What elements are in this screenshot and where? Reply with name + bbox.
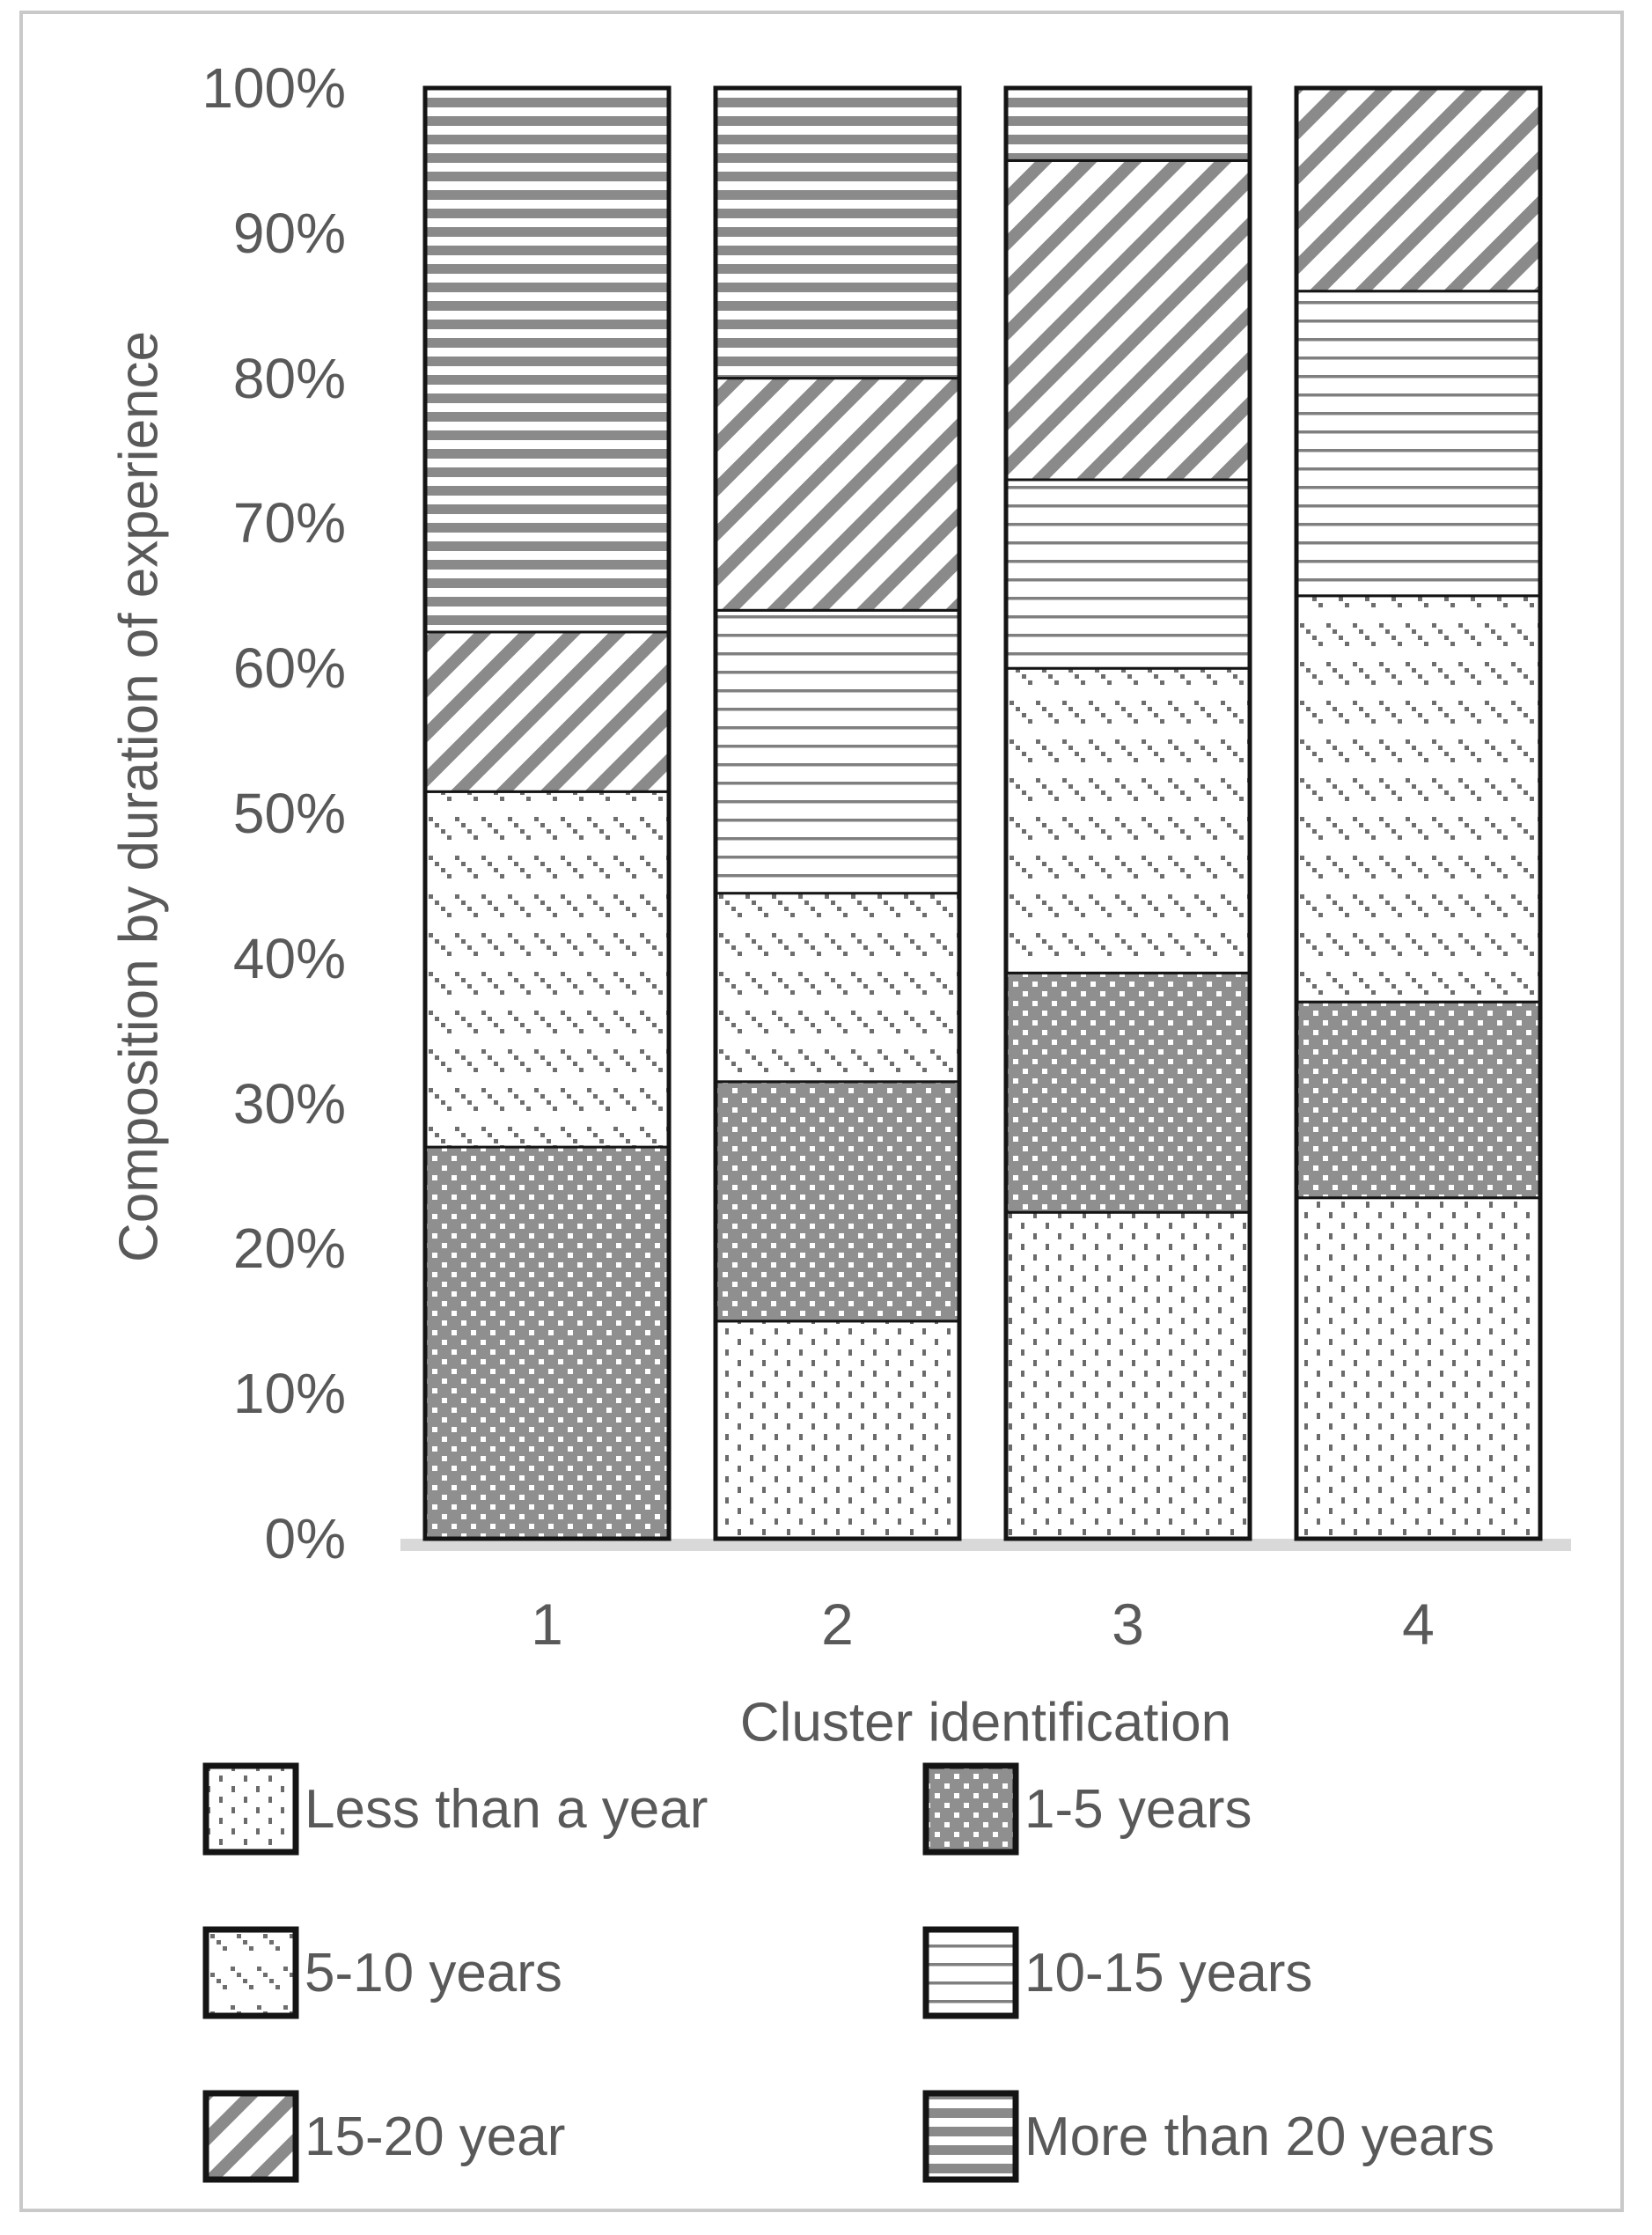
legend-label: 10-15 years [1024, 1942, 1313, 2003]
legend-item-1-5: 1-5 years [922, 1762, 1252, 1856]
bar-segment-more-20-cluster-1 [423, 86, 671, 634]
legend-swatch-icon [922, 1926, 1019, 2019]
bar-segment-15-20-cluster-3 [1004, 158, 1252, 482]
y-tick-label: 100% [202, 56, 346, 120]
legend-swatch-icon [202, 2090, 299, 2183]
legend-swatch-icon [202, 1926, 299, 2019]
legend-item-10-15: 10-15 years [922, 1926, 1312, 2019]
outer-border-frame [19, 11, 1624, 2212]
legend-swatch-rect [202, 1926, 299, 2019]
bar-segment-10-15-cluster-4 [1295, 290, 1542, 598]
legend-swatch-rect [202, 2090, 299, 2183]
bar-segment-1-5-cluster-4 [1295, 1000, 1542, 1200]
legend-item-less-than-year: Less than a year [202, 1762, 708, 1856]
y-tick-label: 30% [232, 1071, 346, 1136]
legend-label: 15-20 year [305, 2106, 566, 2167]
bar-segment-10-15-cluster-3 [1004, 478, 1252, 670]
x-category-label: 4 [1402, 1592, 1435, 1657]
bars-group [422, 85, 1543, 1541]
bar-segment-5-10-cluster-3 [1004, 666, 1252, 974]
bar-segment-5-10-cluster-1 [423, 790, 671, 1149]
y-tick-label: 20% [232, 1217, 346, 1281]
bar-outline-cluster-1 [422, 85, 672, 1541]
legend-label: 5-10 years [305, 1942, 562, 2003]
bar-segment-5-10-cluster-4 [1295, 594, 1542, 1004]
legend-item-5-10: 5-10 years [202, 1926, 562, 2019]
bar-segment-1-5-cluster-1 [423, 1145, 671, 1540]
stacked-bar-chart [400, 85, 1571, 1551]
bar-outline-cluster-3 [1003, 85, 1252, 1541]
bar-segment-10-15-cluster-2 [714, 608, 961, 895]
y-tick-label: 10% [232, 1362, 346, 1426]
y-tick-label: 80% [232, 346, 346, 410]
y-tick-label: 40% [232, 926, 346, 990]
bar-segment-more-20-cluster-3 [1004, 86, 1252, 162]
legend-swatch-rect [922, 1926, 1019, 2019]
legend-swatch-icon [202, 1762, 299, 1856]
y-tick-label: 60% [232, 636, 346, 701]
chart-legend: Less than a year 1-5 years 5-10 years 10-15… [202, 1762, 1575, 2202]
bar-segment-15-20-cluster-4 [1295, 86, 1542, 293]
bar-segment-15-20-cluster-1 [423, 630, 671, 793]
x-axis-title: Cluster identification [739, 1692, 1232, 1753]
bar-segment-1-5-cluster-2 [714, 1080, 961, 1323]
x-category-label: 2 [821, 1592, 854, 1657]
legend-swatch-rect [202, 1762, 299, 1856]
bar-outline-cluster-4 [1294, 85, 1543, 1541]
bar-outline-cluster-2 [713, 85, 962, 1541]
x-axis-line [400, 1539, 1571, 1551]
legend-swatch-rect [922, 1762, 1019, 1856]
y-tick-label: 0% [264, 1507, 347, 1570]
y-tick-label: 50% [232, 782, 346, 845]
legend-swatch-icon [922, 2090, 1019, 2183]
legend-item-15-20: 15-20 year [202, 2090, 565, 2183]
bar-segment-less-than-year-cluster-2 [714, 1320, 961, 1540]
bar-segment-15-20-cluster-2 [714, 377, 961, 612]
bar-segment-5-10-cluster-2 [714, 892, 961, 1084]
y-tick-label: 90% [232, 201, 346, 265]
x-category-label: 3 [1112, 1592, 1144, 1657]
legend-label: Less than a year [305, 1778, 709, 1840]
legend-item-more-20: More than 20 years [922, 2090, 1494, 2183]
legend-swatch-icon [922, 1762, 1019, 1856]
x-category-label: 1 [531, 1592, 563, 1657]
legend-label: 1-5 years [1024, 1778, 1252, 1840]
legend-swatch-rect [922, 2090, 1019, 2183]
bar-segment-1-5-cluster-3 [1004, 971, 1252, 1214]
bar-segment-less-than-year-cluster-3 [1004, 1210, 1252, 1540]
bar-segment-more-20-cluster-2 [714, 86, 961, 380]
bar-segment-less-than-year-cluster-4 [1295, 1196, 1542, 1540]
legend-label: More than 20 years [1024, 2106, 1495, 2167]
y-tick-label: 70% [232, 491, 346, 555]
